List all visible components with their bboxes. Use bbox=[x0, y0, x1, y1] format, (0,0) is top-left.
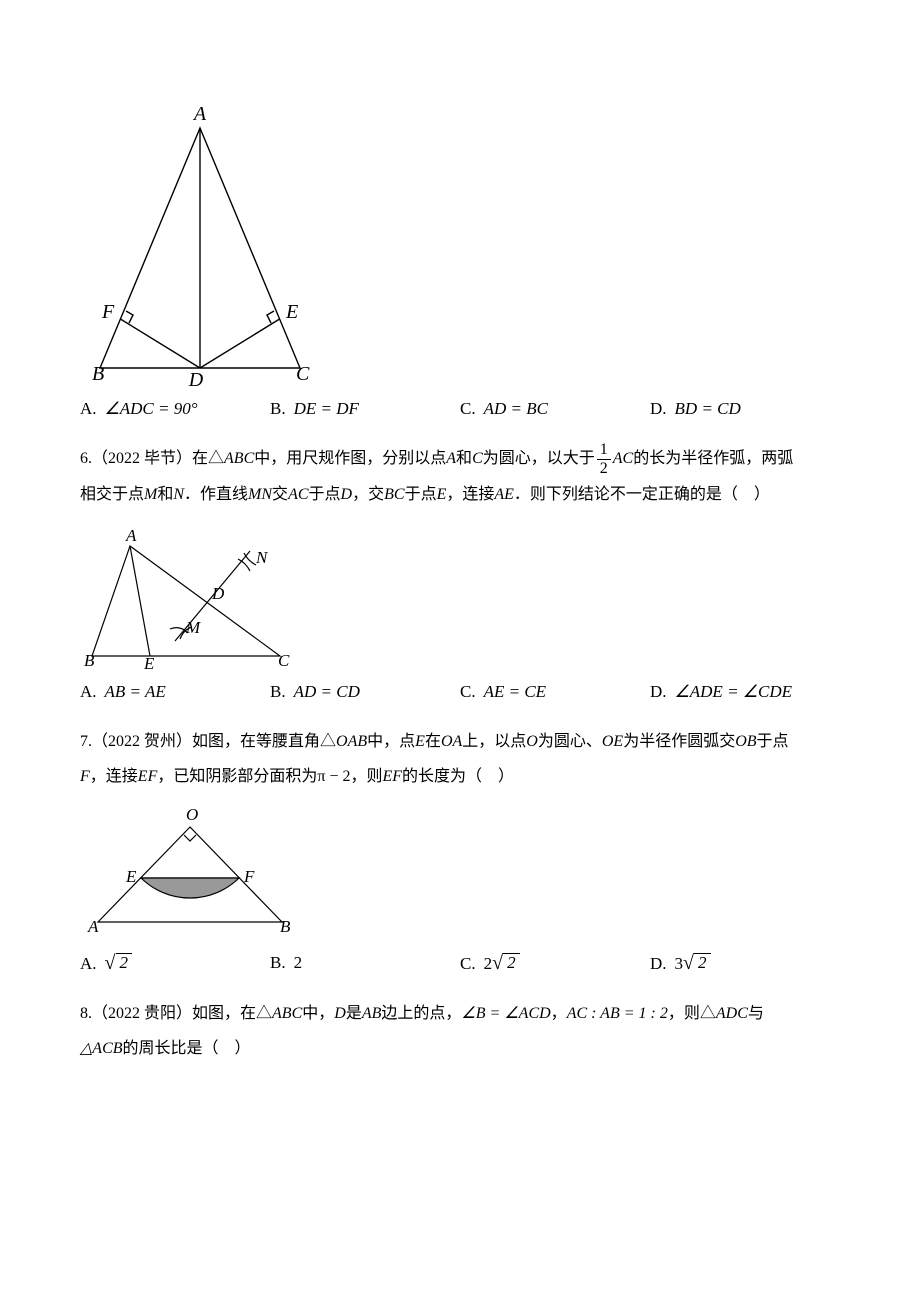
q5-option-B[interactable]: B. DE = DF bbox=[270, 399, 460, 419]
q6-tri-abc: ABC bbox=[224, 450, 254, 467]
option-text: ∠ADC = 90° bbox=[105, 399, 198, 419]
q5-options: A. ∠ADC = 90° B. DE = DF C. AD = BC D. B… bbox=[80, 399, 840, 419]
option-text: DE = DF bbox=[294, 399, 359, 419]
q5-label-D: D bbox=[188, 369, 204, 388]
q5-option-A[interactable]: A. ∠ADC = 90° bbox=[80, 399, 270, 419]
q6-label-C: C bbox=[278, 651, 290, 670]
q6-text: 6.（2022 毕节）在△ABC中，用尺规作图，分别以点A和C为圆心，以大于12… bbox=[80, 441, 840, 513]
q5-label-E: E bbox=[285, 301, 298, 323]
q7-label-O: O bbox=[186, 805, 198, 824]
q5-label-A: A bbox=[192, 103, 207, 125]
q5-option-D[interactable]: D. BD = CD bbox=[650, 399, 840, 419]
option-text: 2√2 bbox=[484, 953, 520, 974]
q6-option-B[interactable]: B. AD = CD bbox=[270, 682, 460, 702]
q7-option-D[interactable]: D. 3√2 bbox=[650, 953, 840, 974]
q7-figure: O A B E F bbox=[80, 802, 840, 947]
q7-text: 7.（2022 贺州）如图，在等腰直角△OAB中，点E在OA上，以点O为圆心、O… bbox=[80, 724, 840, 794]
q5-label-B: B bbox=[92, 363, 104, 385]
q6-label-M: M bbox=[185, 618, 201, 637]
q7-label-E: E bbox=[125, 867, 137, 886]
q6-label-B: B bbox=[84, 651, 95, 670]
q5-label-F: F bbox=[101, 301, 115, 323]
q7-label-A: A bbox=[87, 917, 99, 936]
option-label: C. bbox=[460, 399, 476, 419]
q6-label-E: E bbox=[143, 654, 155, 671]
q7-option-C[interactable]: C. 2√2 bbox=[460, 953, 650, 974]
q7-label-F: F bbox=[243, 867, 255, 886]
option-text: √2 bbox=[105, 953, 132, 974]
q6-label-D: D bbox=[211, 584, 225, 603]
q6-option-D[interactable]: D. ∠ADE = ∠CDE bbox=[650, 682, 840, 702]
option-text: AD = BC bbox=[484, 399, 548, 419]
q5-option-C[interactable]: C. AD = BC bbox=[460, 399, 650, 419]
q7-option-B[interactable]: B. 2 bbox=[270, 953, 460, 974]
option-text: 3√2 bbox=[675, 953, 711, 974]
q6-figure: A B C D E M N bbox=[80, 521, 840, 676]
q7-options: A. √2 B. 2 C. 2√2 D. 3√2 bbox=[80, 953, 840, 974]
q5-figure: A B C D E F bbox=[80, 98, 840, 393]
q7-option-A[interactable]: A. √2 bbox=[80, 953, 270, 974]
q6-options: A. AB = AE B. AD = CD C. AE = CE D. ∠ADE… bbox=[80, 682, 840, 702]
option-label: A. bbox=[80, 399, 97, 419]
q6-label-N: N bbox=[255, 548, 269, 567]
q6-option-C[interactable]: C. AE = CE bbox=[460, 682, 650, 702]
q8-text: 8.（2022 贵阳）如图，在△ABC中，D是AB边上的点，∠B = ∠ACD，… bbox=[80, 996, 840, 1066]
option-text: BD = CD bbox=[675, 399, 741, 419]
q6-label-A: A bbox=[125, 526, 137, 545]
q5-label-C: C bbox=[296, 363, 310, 385]
q6-prefix: 6.（2022 毕节）在 bbox=[80, 450, 208, 467]
q6-option-A[interactable]: A. AB = AE bbox=[80, 682, 270, 702]
option-label: B. bbox=[270, 399, 286, 419]
q7-label-B: B bbox=[280, 917, 291, 936]
option-label: D. bbox=[650, 399, 667, 419]
